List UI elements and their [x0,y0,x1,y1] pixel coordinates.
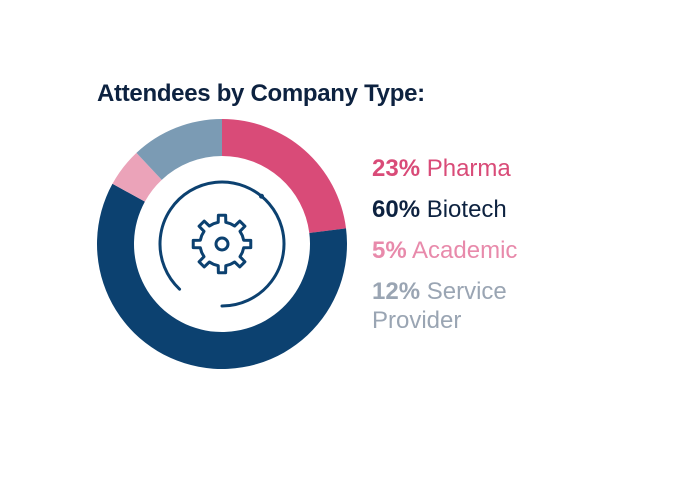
chart-title: Attendees by Company Type: [97,80,425,107]
legend-label: Service Provider [372,278,507,334]
legend-item-pharma: 23% Pharma [372,154,592,183]
legend-pct: 12% [372,278,421,305]
slice-academic [112,152,162,202]
legend-item-service-provider: 12% Service Provider [372,277,592,335]
legend-item-academic: 5% Academic [372,236,592,265]
legend-label: Academic [412,237,518,264]
chart-legend: 23% Pharma 60% Biotech 5% Academic 12% S… [372,154,592,347]
donut-slices [97,119,348,369]
decorative-dot-icon [259,193,265,199]
slice-pharma [222,119,347,233]
legend-label: Pharma [426,155,511,182]
legend-item-biotech: 60% Biotech [372,195,592,224]
center-icon-group [158,180,286,308]
slice-service-provider [136,119,222,180]
slice-biotech [97,183,348,369]
legend-pct: 23% [372,155,421,182]
legend-pct: 60% [372,196,421,223]
legend-label: Biotech [426,196,507,223]
gear-icon [191,213,253,275]
legend-pct: 5% [372,237,407,264]
decorative-ring-icon [158,180,286,308]
gear-hole-icon [214,236,230,252]
